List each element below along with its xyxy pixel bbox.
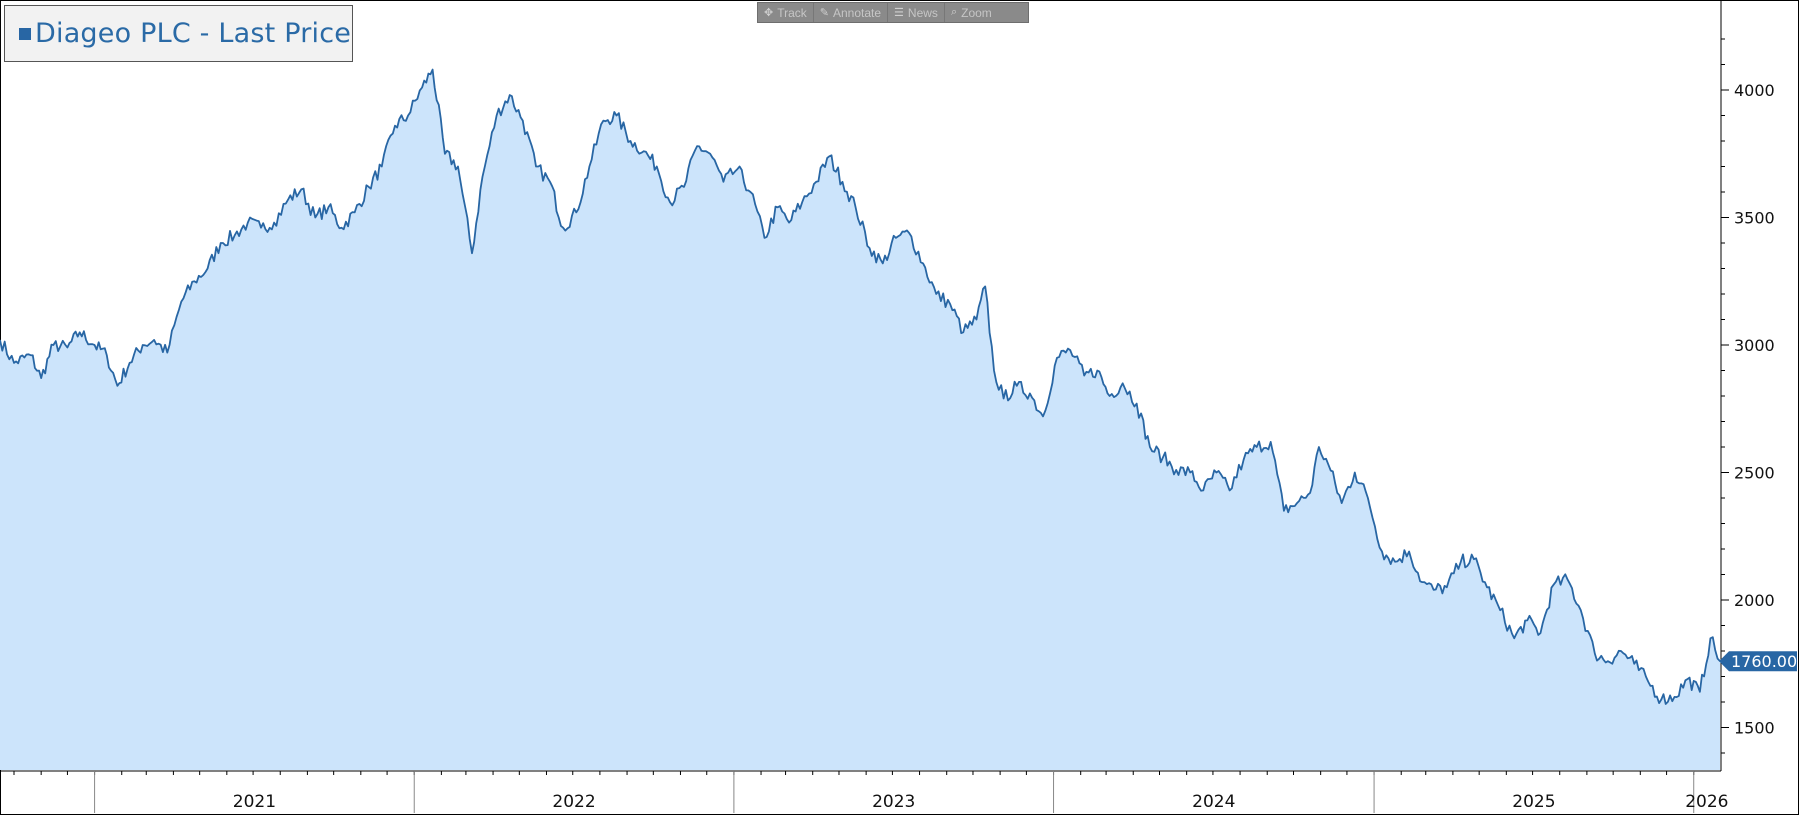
legend-swatch xyxy=(19,27,31,40)
x-tick-label: 2024 xyxy=(1192,792,1235,812)
zoom-button[interactable]: ⌕ Zoom xyxy=(945,3,998,22)
last-price-tag xyxy=(1719,651,1797,672)
legend-label: Diageo PLC - Last Price xyxy=(35,18,352,49)
x-tick-label: 2025 xyxy=(1512,792,1555,812)
annotate-label: Annotate xyxy=(833,5,882,20)
y-tick-label: 3500 xyxy=(1734,209,1775,228)
plot-area[interactable] xyxy=(0,68,1721,771)
y-tick-label: 2000 xyxy=(1734,591,1775,610)
crosshair-icon: ✥ xyxy=(764,7,774,19)
legend: Diageo PLC - Last Price xyxy=(4,5,353,62)
track-button[interactable]: ✥ Track xyxy=(758,3,814,22)
price-area-fill xyxy=(0,69,1720,771)
news-icon: ☰ xyxy=(894,7,904,19)
news-button[interactable]: ☰ News xyxy=(888,3,945,22)
zoom-label: Zoom xyxy=(961,5,992,20)
price-line-series xyxy=(0,68,1721,705)
y-tick-label: 2500 xyxy=(1734,464,1775,483)
news-label: News xyxy=(907,5,938,20)
x-tick-label: 2022 xyxy=(552,792,595,812)
last-price-label: 1760.00 xyxy=(1731,652,1797,671)
y-tick-label: 4000 xyxy=(1734,81,1775,100)
track-label: Track xyxy=(777,5,807,20)
magnifier-icon: ⌕ xyxy=(950,6,958,18)
chart-toolbar: ✥ Track ✎ Annotate ☰ News ⌕ Zoom xyxy=(757,2,1029,23)
x-tick-label: 2026 xyxy=(1685,792,1728,812)
y-tick-label: 1500 xyxy=(1734,719,1775,738)
y-tick-label: 3000 xyxy=(1734,336,1775,355)
annotate-button[interactable]: ✎ Annotate xyxy=(814,3,889,22)
x-tick-label: 2023 xyxy=(872,792,915,812)
pencil-icon: ✎ xyxy=(819,7,829,19)
x-tick-label: 2021 xyxy=(233,792,276,812)
